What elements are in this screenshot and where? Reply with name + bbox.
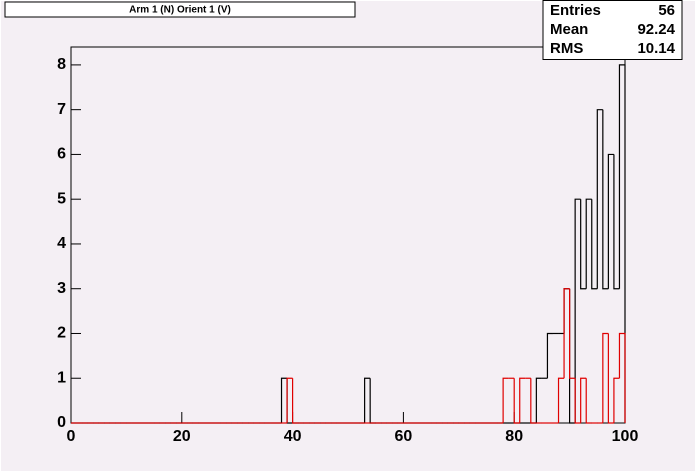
stat-label: Entries	[550, 2, 601, 19]
histogram-bin	[364, 377, 371, 423]
y-tick-label: 2	[57, 325, 66, 342]
histogram-bin	[286, 377, 293, 423]
title-box	[4, 1, 356, 18]
x-tick-label: 100	[612, 428, 639, 445]
histogram-bin	[580, 377, 587, 423]
histogram-bin	[596, 109, 603, 289]
y-tick-label: 1	[57, 369, 66, 386]
histogram-bin	[618, 64, 626, 423]
histogram-bin	[546, 332, 553, 379]
histogram-bin	[280, 377, 288, 423]
histogram-bin	[618, 332, 626, 423]
histogram-bin	[585, 198, 592, 289]
y-tick-label: 0	[57, 414, 66, 431]
histogram-bin	[519, 377, 526, 423]
histogram-bin	[607, 333, 614, 424]
histogram-bin	[292, 378, 299, 424]
stat-value: 92.24	[637, 21, 675, 38]
histogram-bin	[574, 378, 581, 424]
y-tick-label: 3	[57, 280, 66, 297]
histogram-bin	[602, 332, 609, 423]
histogram-bin	[530, 378, 537, 424]
chart-title: Arm 1 (N) Orient 1 (V)	[129, 5, 231, 16]
y-tick-label: 4	[57, 235, 66, 252]
histogram-bin	[602, 109, 609, 290]
histogram-bin	[502, 377, 509, 423]
histogram-bin	[607, 153, 614, 289]
histogram-bin	[613, 154, 620, 290]
x-tick-label: 0	[67, 428, 76, 445]
histogram-bin	[585, 378, 592, 424]
stat-value: 10.14	[637, 40, 675, 57]
y-tick-label: 5	[57, 190, 66, 207]
x-tick-label: 40	[284, 428, 302, 445]
y-tick-label: 8	[57, 56, 66, 73]
histogram-bin	[513, 378, 520, 424]
stat-label: RMS	[550, 40, 583, 57]
x-tick-label: 80	[505, 428, 523, 445]
plot-frame	[70, 46, 626, 424]
histogram-bin	[535, 377, 542, 423]
histogram-bin	[563, 288, 570, 379]
y-tick-label: 6	[57, 146, 66, 163]
x-tick-label: 20	[173, 428, 191, 445]
histogram-bin	[569, 288, 576, 379]
y-tick-label: 7	[57, 101, 66, 118]
x-tick-label: 60	[395, 428, 413, 445]
stats-box	[542, 0, 683, 60]
histogram-bin	[574, 198, 581, 423]
histogram-bin	[557, 377, 565, 423]
stat-label: Mean	[550, 21, 588, 38]
histogram-bin	[613, 377, 620, 423]
histogram-bin	[591, 199, 598, 290]
histogram-bin	[580, 199, 587, 290]
stat-value: 56	[658, 2, 675, 19]
